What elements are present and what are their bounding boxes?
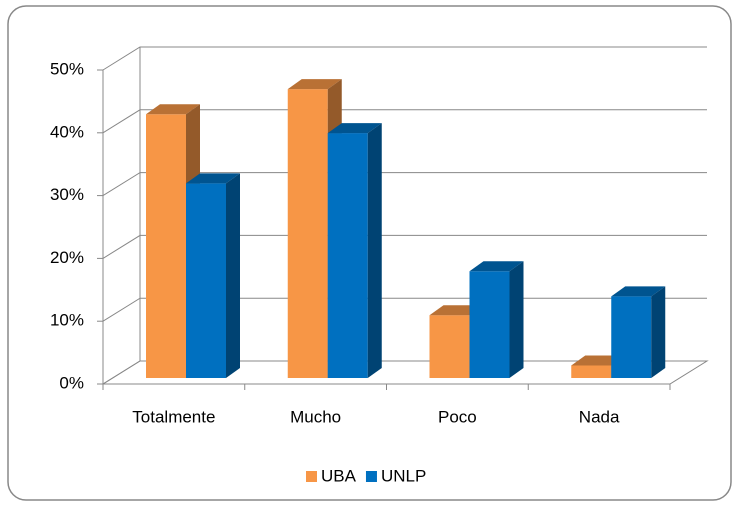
legend-swatch — [365, 471, 377, 482]
x-tick-label: Nada — [579, 407, 620, 426]
bar-front — [571, 365, 612, 378]
bar-side — [509, 261, 524, 378]
bar-front — [186, 183, 226, 378]
bar-side — [367, 123, 382, 378]
y-tick-label: 10% — [50, 311, 84, 330]
y-tick-label: 20% — [50, 248, 84, 267]
bar-front — [429, 315, 470, 378]
grid-line — [102, 109, 707, 134]
bar-side — [226, 173, 240, 378]
bar-front — [327, 133, 368, 378]
bar-top — [469, 261, 524, 272]
x-tick-label: Totalmente — [132, 407, 215, 426]
bar-front — [611, 296, 652, 378]
legend-label: UBA — [321, 466, 357, 485]
x-tick-label: Poco — [438, 407, 477, 426]
grid-line — [102, 172, 707, 197]
bar-top — [611, 286, 666, 297]
y-tick-label: 50% — [50, 59, 84, 78]
bar-front — [469, 271, 510, 378]
bar-top — [146, 104, 200, 115]
bar-top — [186, 173, 240, 184]
bar-front — [146, 114, 186, 379]
bar-top — [287, 79, 342, 90]
bar-top — [327, 123, 382, 134]
x-tick-label: Mucho — [290, 407, 341, 426]
y-tick-label: 30% — [50, 185, 84, 204]
grid-line — [102, 234, 707, 259]
y-tick-label: 0% — [59, 373, 84, 392]
legend-label: UNLP — [381, 466, 426, 485]
legend-swatch — [306, 471, 317, 482]
bar-front — [287, 89, 328, 379]
y-tick-label: 40% — [50, 122, 84, 141]
bar-side — [651, 286, 666, 378]
grid-line — [102, 46, 707, 71]
